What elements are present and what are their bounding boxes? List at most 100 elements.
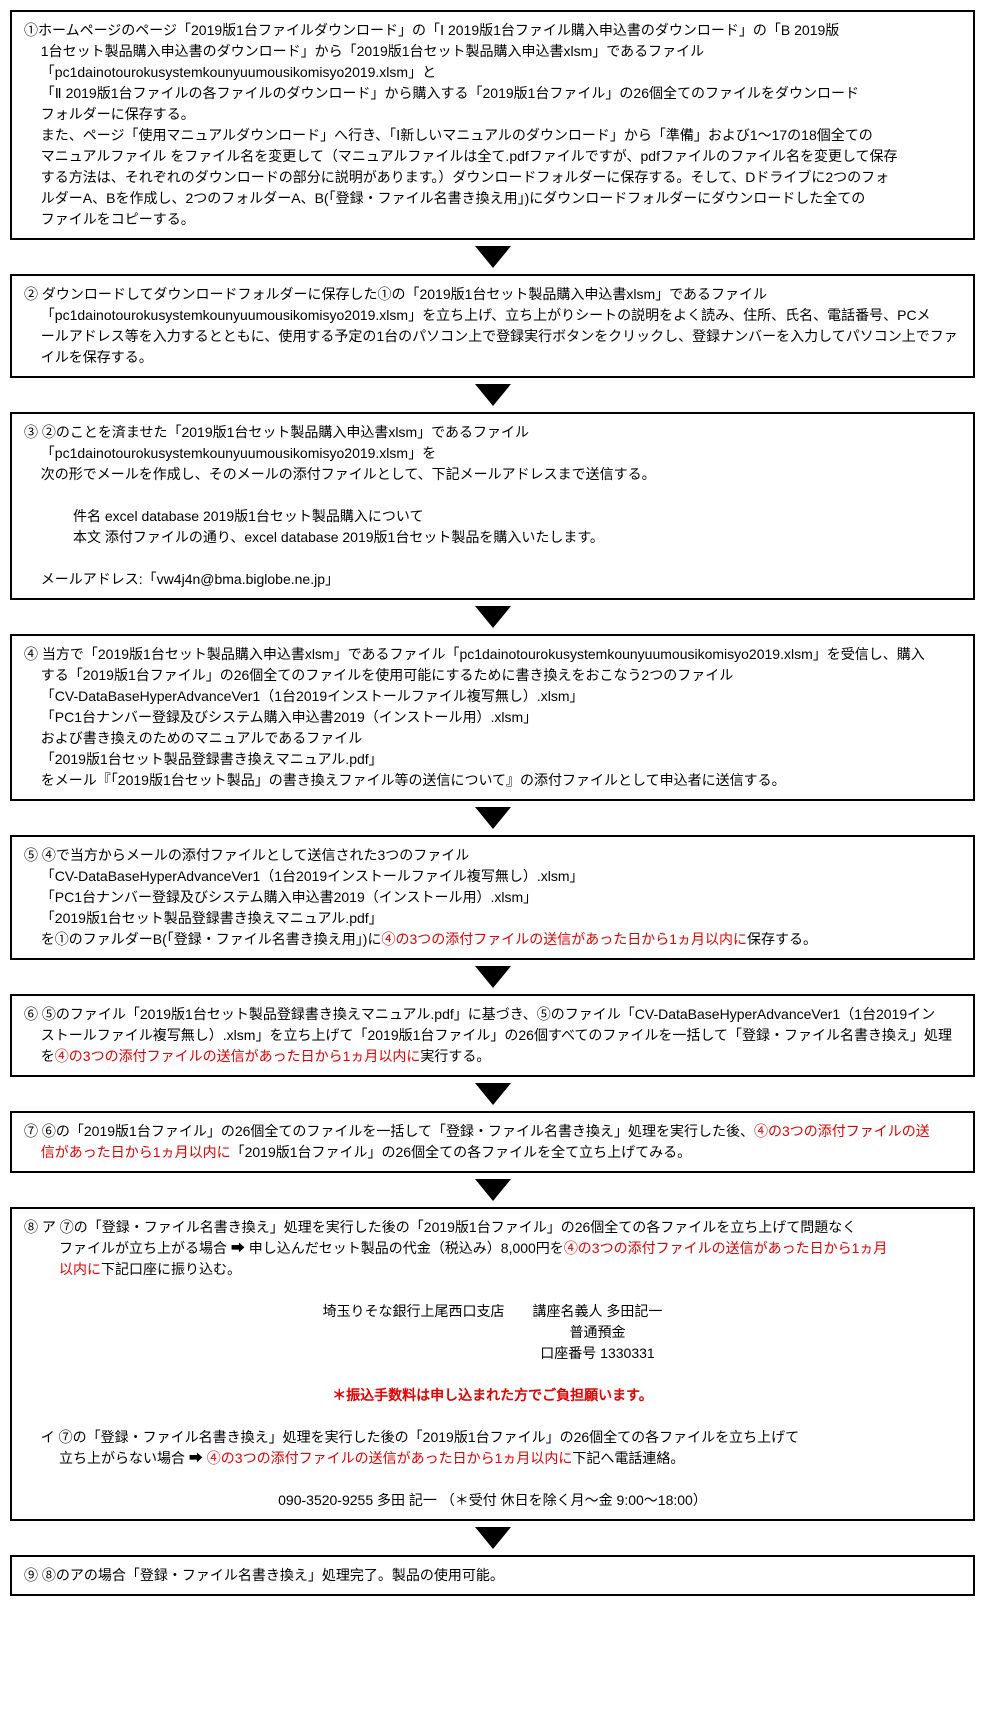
step-8-line: 口座番号 1330331: [24, 1343, 961, 1364]
flow-arrow-icon: [475, 384, 511, 406]
body-text: する方法は、それぞれのダウンロードの部分に説明があります。）ダウンロードフォルダ…: [41, 169, 889, 185]
step-9-line: ⑨ ⑧のアの場合「登録・ファイル名書き換え」処理完了。製品の使用可能。: [24, 1565, 961, 1586]
body-text: 口座番号 1330331: [330, 1345, 654, 1361]
step-4-line: および書き換えのためのマニュアルであるファイル: [24, 728, 961, 749]
step-box-7: ⑦ ⑥の「2019版1台ファイル」の26個全てのファイルを一括して「登録・ファイ…: [10, 1111, 975, 1173]
highlight-text: ④の3つの添付ファイルの送信があった日から1ヵ月以内に: [207, 1450, 573, 1466]
step-2-line: 「pc1dainotourokusystemkounyuumousikomisy…: [24, 305, 961, 326]
highlight-text: 信があった日から1ヵ月以内に: [41, 1144, 231, 1160]
body-text: を: [41, 1048, 55, 1064]
step-1-line: 「pc1dainotourokusystemkounyuumousikomisy…: [24, 62, 961, 83]
body-text: 090-3520-9255 多田 記一 （＊受付 休日を除く月〜金 9:00〜1…: [278, 1492, 707, 1508]
step-5-line: 「2019版1台セット製品登録書き換えマニュアル.pdf」: [24, 908, 961, 929]
step-4-line: 「2019版1台セット製品登録書き換えマニュアル.pdf」: [24, 749, 961, 770]
step-7-line: 信があった日から1ヵ月以内に「2019版1台ファイル」の26個全ての各ファイルを…: [24, 1142, 961, 1163]
body-text: ② ダウンロードしてダウンロードフォルダーに保存した①の「2019版1台セット製…: [24, 286, 767, 302]
body-text: [24, 1408, 28, 1424]
flow-arrow-icon: [475, 807, 511, 829]
step-box-9: ⑨ ⑧のアの場合「登録・ファイル名書き換え」処理完了。製品の使用可能。: [10, 1555, 975, 1596]
step-8-line: イ ⑦の「登録・ファイル名書き換え」処理を実行した後の「2019版1台ファイル」…: [24, 1427, 961, 1448]
step-2-line: ② ダウンロードしてダウンロードフォルダーに保存した①の「2019版1台セット製…: [24, 284, 961, 305]
step-1-line: また、ページ「使用マニュアルダウンロード」へ行き、「Ⅰ新しいマニュアルのダウンロ…: [24, 125, 961, 146]
body-text: ールアドレス等を入力するとともに、使用する予定の1台のパソコン上で登録実行ボタン…: [41, 328, 958, 344]
step-6-line: ストールファイル複写無し）.xlsm」を立ち上げて「2019版1台ファイル」の2…: [24, 1025, 961, 1046]
body-text: 「pc1dainotourokusystemkounyuumousikomisy…: [41, 307, 931, 323]
flow-arrow-icon: [475, 1179, 511, 1201]
body-text: マニュアルファイル をファイル名を変更して（マニュアルファイルは全て.pdfファ…: [41, 148, 898, 164]
step-3-line: 件名 excel database 2019版1台セット製品購入について: [24, 506, 961, 527]
body-text: メールアドレス:「vw4j4n@bma.biglobe.ne.jp」: [41, 571, 339, 587]
step-box-3: ③ ②のことを済ませた「2019版1台セット製品購入申込書xlsm」であるファイ…: [10, 412, 975, 600]
step-8-line: [24, 1280, 961, 1301]
body-text: 本文 添付ファイルの通り、excel database 2019版1台セット製品…: [73, 529, 604, 545]
flow-arrow-icon: [475, 246, 511, 268]
body-text: 件名 excel database 2019版1台セット製品購入について: [73, 508, 423, 524]
body-text: [24, 1282, 28, 1298]
body-text: イ ⑦の「登録・ファイル名書き換え」処理を実行した後の「2019版1台ファイル」…: [41, 1429, 799, 1445]
body-text: ファイルが立ち上がる場合 ➡ 申し込んだセット製品の代金（税込み）8,000円を: [59, 1240, 564, 1256]
body-text: 埼玉りそな銀行上尾西口支店 講座名義人 多田記一: [323, 1303, 663, 1319]
step-1-line: する方法は、それぞれのダウンロードの部分に説明があります。）ダウンロードフォルダ…: [24, 167, 961, 188]
step-3-line: [24, 485, 961, 506]
step-8-line: 以内に下記口座に振り込む。: [24, 1259, 961, 1280]
body-text: をメール『「2019版1台セット製品」の書き換えファイル等の送信について』の添付…: [41, 772, 786, 788]
body-text: ⑦ ⑥の「2019版1台ファイル」の26個全てのファイルを一括して「登録・ファイ…: [24, 1123, 754, 1139]
step-box-2: ② ダウンロードしてダウンロードフォルダーに保存した①の「2019版1台セット製…: [10, 274, 975, 378]
body-text: 普通預金: [360, 1324, 626, 1340]
step-8-line: 埼玉りそな銀行上尾西口支店 講座名義人 多田記一: [24, 1301, 961, 1322]
step-3-line: 本文 添付ファイルの通り、excel database 2019版1台セット製品…: [24, 527, 961, 548]
step-2-line: ールアドレス等を入力するとともに、使用する予定の1台のパソコン上で登録実行ボタン…: [24, 326, 961, 347]
step-box-5: ⑤ ④で当方からメールの添付ファイルとして送信された3つのファイル「CV-Dat…: [10, 835, 975, 960]
body-text: 下記口座に振り込む。: [101, 1261, 241, 1277]
step-4-line: ④ 当方で「2019版1台セット製品購入申込書xlsm」であるファイル「pc1d…: [24, 644, 961, 665]
step-box-4: ④ 当方で「2019版1台セット製品購入申込書xlsm」であるファイル「pc1d…: [10, 634, 975, 801]
body-text: 下記へ電話連絡。: [572, 1450, 684, 1466]
body-text: および書き換えのためのマニュアルであるファイル: [41, 730, 362, 746]
step-4-line: をメール『「2019版1台セット製品」の書き換えファイル等の送信について』の添付…: [24, 770, 961, 791]
body-text: また、ページ「使用マニュアルダウンロード」へ行き、「Ⅰ新しいマニュアルのダウンロ…: [41, 127, 873, 143]
body-text: ⑥ ⑤のファイル「2019版1台セット製品登録書き換えマニュアル.pdf」に基づ…: [24, 1006, 935, 1022]
flow-arrow-icon: [475, 1527, 511, 1549]
step-8-line: 普通預金: [24, 1322, 961, 1343]
step-1-line: 1台セット製品購入申込書のダウンロード」から「2019版1台セット製品購入申込書…: [24, 41, 961, 62]
highlight-text: ④の3つの添付ファイルの送信があった日から1ヵ月以内に: [55, 1048, 421, 1064]
step-8-line: 090-3520-9255 多田 記一 （＊受付 休日を除く月〜金 9:00〜1…: [24, 1490, 961, 1511]
step-1-line: 「Ⅱ 2019版1台ファイルの各ファイルのダウンロード」から購入する「2019版…: [24, 83, 961, 104]
body-text: ルダーA、Bを作成し、2つのフォルダーA、B(「登録・ファイル名書き換え用」)に…: [41, 190, 865, 206]
step-3-line: [24, 548, 961, 569]
step-box-1: ①ホームページのページ「2019版1台ファイルダウンロード」の「Ⅰ 2019版1…: [10, 10, 975, 240]
step-6-line: ⑥ ⑤のファイル「2019版1台セット製品登録書き換えマニュアル.pdf」に基づ…: [24, 1004, 961, 1025]
body-text: 実行する。: [420, 1048, 490, 1064]
step-5-line: を①のファルダーB(「登録・ファイル名書き換え用」)に④の3つの添付ファイルの送…: [24, 929, 961, 950]
body-text: 立ち上がらない場合 ➡: [59, 1450, 207, 1466]
step-3-line: 次の形でメールを作成し、そのメールの添付ファイルとして、下記メールアドレスまで送…: [24, 464, 961, 485]
flowchart-container: ①ホームページのページ「2019版1台ファイルダウンロード」の「Ⅰ 2019版1…: [10, 10, 975, 1596]
body-text: ⑨ ⑧のアの場合「登録・ファイル名書き換え」処理完了。製品の使用可能。: [24, 1567, 504, 1583]
flow-arrow-icon: [475, 606, 511, 628]
step-box-6: ⑥ ⑤のファイル「2019版1台セット製品登録書き換えマニュアル.pdf」に基づ…: [10, 994, 975, 1077]
body-text: 保存する。: [747, 931, 817, 947]
body-text: 「CV-DataBaseHyperAdvanceVer1（1台2019インストー…: [41, 688, 584, 704]
body-text: 「2019版1台セット製品登録書き換えマニュアル.pdf」: [41, 751, 383, 767]
step-3-line: 「pc1dainotourokusystemkounyuumousikomisy…: [24, 443, 961, 464]
body-text: 「pc1dainotourokusystemkounyuumousikomisy…: [41, 445, 436, 461]
step-8-line: ファイルが立ち上がる場合 ➡ 申し込んだセット製品の代金（税込み）8,000円を…: [24, 1238, 961, 1259]
body-text: 「PC1台ナンバー登録及びシステム購入申込書2019（インストール用）.xlsm…: [41, 709, 537, 725]
body-text: 「pc1dainotourokusystemkounyuumousikomisy…: [41, 64, 436, 80]
body-text: ③ ②のことを済ませた「2019版1台セット製品購入申込書xlsm」であるファイ…: [24, 424, 529, 440]
step-box-8: ⑧ ア ⑦の「登録・ファイル名書き換え」処理を実行した後の「2019版1台ファイ…: [10, 1207, 975, 1521]
body-text: 次の形でメールを作成し、そのメールの添付ファイルとして、下記メールアドレスまで送…: [41, 466, 656, 482]
step-1-line: ルダーA、Bを作成し、2つのフォルダーA、B(「登録・ファイル名書き換え用」)に…: [24, 188, 961, 209]
body-text: ＊振込手数料は申し込まれた方でご負担願います。: [332, 1387, 653, 1403]
highlight-text: ④の3つの添付ファイルの送信があった日から1ヵ月以内に: [381, 931, 747, 947]
step-5-line: 「PC1台ナンバー登録及びシステム購入申込書2019（インストール用）.xlsm…: [24, 887, 961, 908]
step-2-line: イルを保存する。: [24, 347, 961, 368]
step-3-line: メールアドレス:「vw4j4n@bma.biglobe.ne.jp」: [24, 569, 961, 590]
step-3-line: ③ ②のことを済ませた「2019版1台セット製品購入申込書xlsm」であるファイ…: [24, 422, 961, 443]
step-1-line: ①ホームページのページ「2019版1台ファイルダウンロード」の「Ⅰ 2019版1…: [24, 20, 961, 41]
step-8-line: ＊振込手数料は申し込まれた方でご負担願います。: [24, 1385, 961, 1406]
highlight-text: ④の3つの添付ファイルの送信があった日から1ヵ月: [564, 1240, 888, 1256]
body-text: ①ホームページのページ「2019版1台ファイルダウンロード」の「Ⅰ 2019版1…: [24, 22, 839, 38]
body-text: する「2019版1台ファイル」の26個全てのファイルを使用可能にするために書き換…: [41, 667, 733, 683]
flow-arrow-icon: [475, 966, 511, 988]
